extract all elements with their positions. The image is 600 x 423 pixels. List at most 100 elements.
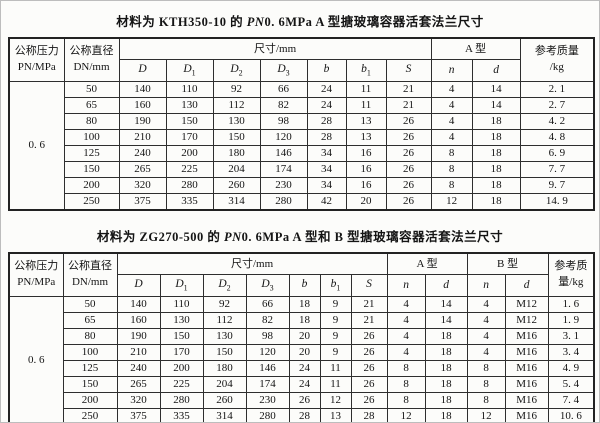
dimension-value-cell: M16 xyxy=(504,344,549,361)
dimension-value-cell: 82 xyxy=(259,97,308,114)
dn-value-cell: 65 xyxy=(63,97,120,114)
dimension-value-cell: 4. 8 xyxy=(519,129,595,146)
header-diameter-cn: 公称直径 xyxy=(68,260,112,273)
dimension-value-cell: 130 xyxy=(159,312,204,329)
dimension-value-cell: 210 xyxy=(118,129,167,146)
dimension-value-cell: 92 xyxy=(202,296,247,313)
header-pressure-cn: 公称压力 xyxy=(14,45,59,58)
dimension-value-cell: 82 xyxy=(245,312,290,329)
dimension-value-cell: 18 xyxy=(471,113,521,130)
dimension-value-cell: 98 xyxy=(259,113,308,130)
dimension-value-cell: 150 xyxy=(202,344,247,361)
dimension-value-cell: 150 xyxy=(212,129,261,146)
dimension-value-cell: M16 xyxy=(504,392,549,409)
dimension-value-cell: 180 xyxy=(212,145,261,162)
dimension-value-cell: 26 xyxy=(385,129,432,146)
header-diameter-sym: DN xyxy=(73,61,90,73)
dimension-value-cell: M16 xyxy=(504,360,549,377)
dimension-value-cell: 150 xyxy=(159,328,204,345)
dimension-value-cell: 4 xyxy=(466,296,506,313)
dimension-value-cell: 11 xyxy=(345,81,387,98)
header-size-group: 尺寸/mm xyxy=(116,252,388,275)
table-row: 80 190 150 130 98 20 9 26 4 18 4 M16 3. 1 xyxy=(9,328,595,345)
header-dim-b: b xyxy=(306,59,347,82)
dimension-value-cell: 13 xyxy=(345,113,387,130)
dimension-value-cell: 225 xyxy=(159,376,204,393)
table-row: 0. 6 50 140 110 92 66 18 9 21 4 14 4 M12 1. 6 xyxy=(8,296,595,422)
flange-table-kth350: 公称压力 PN/MPa 公称直径 DN/mm 尺寸/mm A 型 参考质量/kg D… xyxy=(8,37,596,211)
dimension-value-cell: M12 xyxy=(504,312,549,329)
header-dim-b1: b1 xyxy=(345,59,387,82)
dimension-value-cell: 14 xyxy=(471,81,521,98)
dimension-value-cell: 4 xyxy=(386,312,426,329)
dimension-value-cell: 240 xyxy=(118,145,167,162)
dimension-value-cell: 280 xyxy=(245,408,290,422)
dn-value-cell: 100 xyxy=(63,129,120,146)
header-ref-mass-line2: /kg xyxy=(549,61,564,73)
dimension-value-cell: 4 xyxy=(430,113,473,130)
dn-value-cell: 125 xyxy=(62,360,118,377)
dimension-value-cell: 18 xyxy=(424,344,468,361)
dimension-value-cell: 3. 1 xyxy=(547,328,595,345)
dimension-value-cell: 8 xyxy=(430,161,473,178)
dimension-value-cell: 16 xyxy=(345,161,387,178)
dimension-value-cell: 26 xyxy=(288,392,321,409)
header-pressure-sym: PN xyxy=(17,276,32,288)
dimension-value-cell: 13 xyxy=(345,129,387,146)
dimension-value-cell: 200 xyxy=(165,145,214,162)
header-dim-D: D xyxy=(116,274,161,297)
header-size-group: 尺寸/mm xyxy=(118,37,432,60)
dimension-value-cell: 130 xyxy=(165,97,214,114)
dimension-value-cell: 4 xyxy=(466,344,506,361)
dimension-value-cell: 24 xyxy=(306,97,347,114)
dimension-value-cell: 24 xyxy=(288,376,321,393)
dimension-value-cell: M16 xyxy=(504,328,549,345)
dimension-value-cell: 8 xyxy=(466,360,506,377)
dimension-value-cell: 18 xyxy=(424,392,468,409)
table-row: 80 190 150 130 98 28 13 26 4 18 4. 2 xyxy=(9,113,595,130)
dimension-value-cell: 320 xyxy=(118,177,167,194)
dimension-value-cell: 9 xyxy=(319,344,352,361)
dimension-value-cell: 4 xyxy=(430,81,473,98)
dimension-value-cell: 280 xyxy=(165,177,214,194)
table-row: 250 375 335 314 280 42 20 26 12 18 14. 9 xyxy=(9,193,595,211)
header-diameter-unit: /mm xyxy=(89,61,110,73)
dimension-value-cell: 26 xyxy=(350,360,388,377)
dimension-value-cell: 110 xyxy=(165,81,214,98)
dimension-value-cell: 8 xyxy=(466,376,506,393)
header-dim-D2: D2 xyxy=(212,59,261,82)
dimension-value-cell: 9 xyxy=(319,312,352,329)
header-pressure-unit: /MPa xyxy=(31,276,56,288)
dimension-value-cell: 34 xyxy=(306,177,347,194)
dimension-value-cell: 26 xyxy=(350,328,388,345)
header-dim-d: d xyxy=(471,59,521,82)
table-row: 150 265 225 204 174 24 11 26 8 18 8 M16 5. 4 xyxy=(9,376,595,393)
dimension-value-cell: 4. 2 xyxy=(519,113,595,130)
dimension-value-cell: 280 xyxy=(259,193,308,211)
dimension-value-cell: 375 xyxy=(116,408,161,422)
dimension-value-cell: 28 xyxy=(306,113,347,130)
dimension-value-cell: 14 xyxy=(471,97,521,114)
dimension-value-cell: 170 xyxy=(159,344,204,361)
dimension-value-cell: 26 xyxy=(385,161,432,178)
dimension-value-cell: 160 xyxy=(118,97,167,114)
dimension-value-cell: 150 xyxy=(165,113,214,130)
header-ref-mass: 参考质量/kg xyxy=(547,252,595,297)
dimension-value-cell: 28 xyxy=(306,129,347,146)
dimension-value-cell: 174 xyxy=(259,161,308,178)
dimension-value-cell: 12 xyxy=(386,408,426,422)
dimension-value-cell: 230 xyxy=(259,177,308,194)
dimension-value-cell: 18 xyxy=(424,376,468,393)
header-dim-n-b: n xyxy=(466,274,506,297)
header-diameter-sym: DN xyxy=(71,276,88,288)
header-pressure-unit: /MPa xyxy=(31,61,56,73)
dimension-value-cell: 20 xyxy=(288,328,321,345)
dimension-value-cell: 12 xyxy=(466,408,506,422)
header-diameter: 公称直径 DN/mm xyxy=(62,252,118,297)
dimension-value-cell: 265 xyxy=(116,376,161,393)
dn-value-cell: 65 xyxy=(62,312,118,329)
dn-value-cell: 125 xyxy=(63,145,120,162)
table1-title: 材料为 KTH350-10 的 PN0. 6MPa A 型搪玻璃容器活套法兰尺寸 xyxy=(8,11,592,30)
dimension-value-cell: 9 xyxy=(319,296,352,313)
dimension-value-cell: 375 xyxy=(118,193,167,211)
